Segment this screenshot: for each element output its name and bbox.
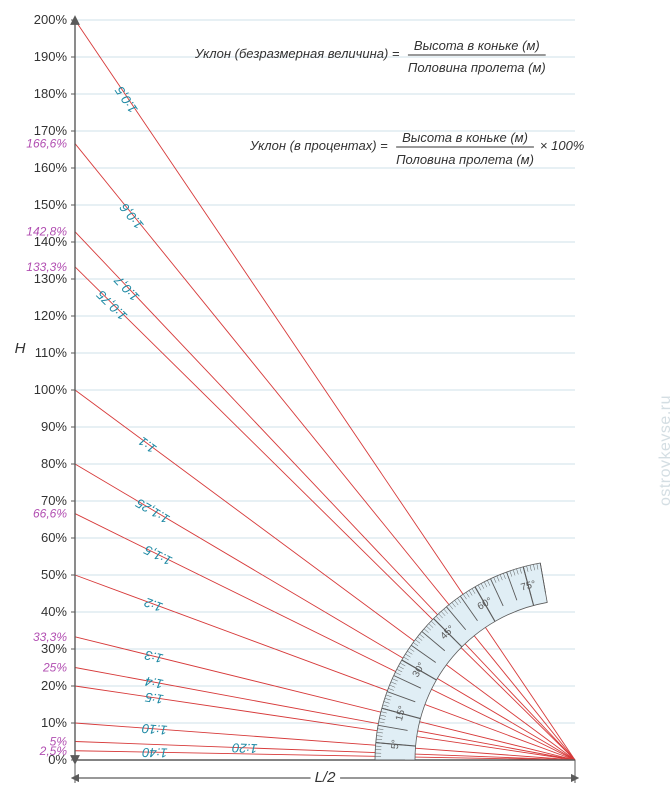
extra-pct-label: 5%: [50, 735, 68, 749]
ratio-label: 1:20: [231, 740, 258, 756]
x-axis-label: L/2: [315, 769, 337, 786]
svg-text:Высота в коньке (м): Высота в коньке (м): [402, 130, 528, 145]
extra-pct-label: 133,3%: [26, 260, 67, 274]
extra-pct-label: 66,6%: [33, 507, 67, 521]
ratio-label: 1:0,5: [112, 83, 141, 116]
ratio-label: 1:3: [143, 647, 165, 666]
y-tick-label: 120%: [34, 308, 68, 323]
y-tick-label: 10%: [41, 715, 67, 730]
formula: Уклон (в процентах) = Высота в коньке (м)…: [249, 130, 584, 167]
y-tick-label: 200%: [34, 12, 68, 27]
y-tick-label: 150%: [34, 197, 68, 212]
svg-text:Половина пролета (м): Половина пролета (м): [408, 60, 546, 75]
ratio-label: 1:40: [141, 745, 167, 760]
extra-pct-label: 166,6%: [26, 137, 67, 151]
svg-text:Уклон (безразмерная величина): Уклон (безразмерная величина) =: [194, 46, 400, 61]
ratio-label: 1:10: [141, 721, 168, 738]
y-tick-label: 190%: [34, 49, 68, 64]
y-axis-label: H: [15, 340, 26, 357]
y-tick-label: 110%: [35, 345, 68, 360]
extra-pct-label: 142,8%: [26, 225, 67, 239]
svg-text:Уклон (в процентах) =: Уклон (в процентах) =: [249, 138, 388, 153]
ratio-label: 1:4: [144, 674, 165, 692]
extra-pct-label: 33,3%: [33, 630, 67, 644]
extra-pct-label: 25%: [42, 661, 67, 675]
y-tick-label: 160%: [34, 160, 68, 175]
y-tick-label: 40%: [41, 604, 67, 619]
y-tick-label: 60%: [41, 530, 67, 545]
diagram-stage: 0%10%20%30%40%50%60%70%80%90%100%110%120…: [0, 0, 670, 790]
ratio-label: 1:1,25: [133, 495, 172, 527]
y-tick-label: 100%: [34, 382, 68, 397]
y-tick-label: 80%: [41, 456, 67, 471]
y-tick-label: 20%: [41, 678, 67, 693]
ratio-label: 1:1,5: [141, 542, 174, 569]
y-tick-label: 180%: [34, 86, 68, 101]
svg-text:× 100%: × 100%: [540, 138, 584, 153]
svg-text:Половина пролета (м): Половина пролета (м): [396, 152, 534, 167]
y-tick-label: 90%: [41, 419, 67, 434]
y-tick-label: 50%: [41, 567, 67, 582]
protractor-label: 5°: [390, 739, 402, 749]
watermark: ostroykevse.ru: [657, 395, 670, 506]
svg-text:Высота в коньке (м): Высота в коньке (м): [414, 38, 540, 53]
